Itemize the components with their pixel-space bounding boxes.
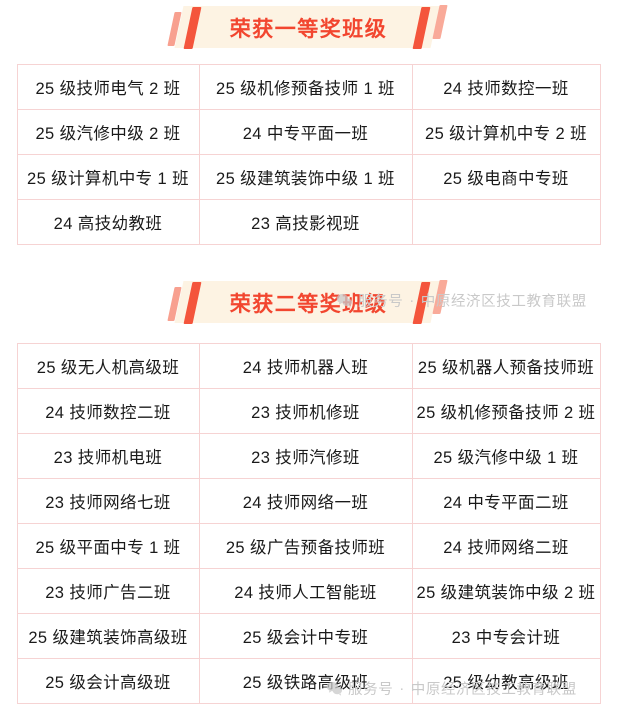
class-cell: 23 高技影视班 <box>198 199 413 245</box>
class-cell: 24 技师人工智能班 <box>198 568 413 614</box>
award-table-body-second-prize: 25 级无人机高级班 24 技师机器人班 25 级机器人预备技师班 24 技师数… <box>16 343 601 704</box>
table-row: 23 技师机电班 23 技师汽修班 25 级汽修中级 1 班 <box>16 433 601 479</box>
table-row: 25 级技师电气 2 班 25 级机修预备技师 1 班 24 技师数控一班 <box>16 64 601 110</box>
class-cell: 25 级机修预备技师 2 班 <box>411 388 601 434</box>
award-table-second-prize: 25 级无人机高级班 24 技师机器人班 25 级机器人预备技师班 24 技师数… <box>16 343 601 704</box>
class-cell: 25 级幼教高级班 <box>411 658 601 704</box>
section-banner-first-prize: 荣获一等奖班级 <box>0 0 617 56</box>
table-wrap-second-prize: 25 级无人机高级班 24 技师机器人班 25 级机器人预备技师班 24 技师数… <box>0 343 617 704</box>
class-cell: 25 级计算机中专 2 班 <box>411 109 601 155</box>
class-cell: 25 级会计中专班 <box>198 613 413 659</box>
class-cell: 23 中专会计班 <box>411 613 601 659</box>
class-cell: 24 中专平面二班 <box>411 478 601 524</box>
class-cell: 25 级平面中专 1 班 <box>16 523 200 569</box>
class-cell: 25 级机修预备技师 1 班 <box>198 64 413 110</box>
table-row: 24 技师数控二班 23 技师机修班 25 级机修预备技师 2 班 <box>16 388 601 434</box>
class-cell: 25 级建筑装饰中级 2 班 <box>411 568 601 614</box>
class-cell: 24 中专平面一班 <box>198 109 413 155</box>
table-row: 25 级会计高级班 25 级铁路高级班 25 级幼教高级班 <box>16 658 601 704</box>
class-cell: 25 级机器人预备技师班 <box>411 343 601 389</box>
table-row: 25 级建筑装饰高级班 25 级会计中专班 23 中专会计班 <box>16 613 601 659</box>
table-row: 23 技师广告二班 24 技师人工智能班 25 级建筑装饰中级 2 班 <box>16 568 601 614</box>
banner-title-first-prize: 荣获一等奖班级 <box>229 18 388 41</box>
class-cell: 24 技师网络二班 <box>411 523 601 569</box>
table-row: 25 级无人机高级班 24 技师机器人班 25 级机器人预备技师班 <box>16 343 601 389</box>
class-cell: 23 技师网络七班 <box>16 478 200 524</box>
class-cell-empty <box>411 199 601 245</box>
class-cell: 25 级建筑装饰高级班 <box>16 613 200 659</box>
class-cell: 23 技师汽修班 <box>198 433 413 479</box>
class-cell: 24 高技幼教班 <box>16 199 200 245</box>
class-cell: 25 级建筑装饰中级 1 班 <box>198 154 413 200</box>
class-cell: 25 级无人机高级班 <box>16 343 200 389</box>
table-row: 25 级平面中专 1 班 25 级广告预备技师班 24 技师网络二班 <box>16 523 601 569</box>
award-table-first-prize: 25 级技师电气 2 班 25 级机修预备技师 1 班 24 技师数控一班 25… <box>16 64 601 245</box>
spacer <box>0 56 617 64</box>
class-cell: 24 技师网络一班 <box>198 478 413 524</box>
class-cell: 25 级汽修中级 2 班 <box>16 109 200 155</box>
spacer <box>0 245 617 275</box>
table-row: 23 技师网络七班 24 技师网络一班 24 中专平面二班 <box>16 478 601 524</box>
class-cell: 23 技师广告二班 <box>16 568 200 614</box>
class-cell: 25 级电商中专班 <box>411 154 601 200</box>
banner-title-second-prize: 荣获二等奖班级 <box>229 293 388 316</box>
class-cell: 25 级广告预备技师班 <box>198 523 413 569</box>
table-row: 25 级计算机中专 1 班 25 级建筑装饰中级 1 班 25 级电商中专班 <box>16 154 601 200</box>
table-row: 24 高技幼教班 23 高技影视班 <box>16 199 601 245</box>
class-cell: 23 技师机电班 <box>16 433 200 479</box>
award-table-body-first-prize: 25 级技师电气 2 班 25 级机修预备技师 1 班 24 技师数控一班 25… <box>16 64 601 245</box>
class-cell: 24 技师数控二班 <box>16 388 200 434</box>
table-wrap-first-prize: 25 级技师电气 2 班 25 级机修预备技师 1 班 24 技师数控一班 25… <box>0 64 617 310</box>
spacer <box>0 331 617 343</box>
class-cell: 24 技师机器人班 <box>198 343 413 389</box>
class-cell: 25 级计算机中专 1 班 <box>16 154 200 200</box>
class-cell: 25 级汽修中级 1 班 <box>411 433 601 479</box>
class-cell: 24 技师数控一班 <box>411 64 601 110</box>
class-cell: 23 技师机修班 <box>198 388 413 434</box>
section-banner-second-prize: 荣获二等奖班级 <box>0 275 617 331</box>
class-cell: 25 级技师电气 2 班 <box>16 64 200 110</box>
table-row: 25 级汽修中级 2 班 24 中专平面一班 25 级计算机中专 2 班 <box>16 109 601 155</box>
class-cell: 25 级铁路高级班 <box>198 658 413 704</box>
class-cell: 25 级会计高级班 <box>16 658 200 704</box>
